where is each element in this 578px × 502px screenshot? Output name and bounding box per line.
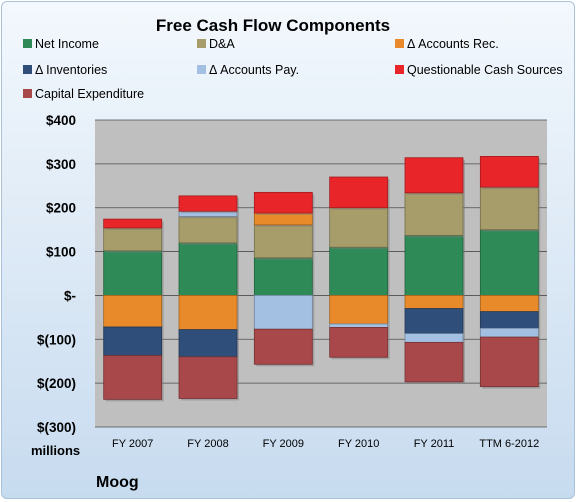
y-tick-label: $-: [64, 288, 76, 303]
bar-segment-delta-accounts-rec: [178, 295, 238, 331]
bar-segment-d-a: [329, 207, 389, 248]
x-category-label: FY 2008: [187, 438, 228, 450]
y-tick-label: $100: [46, 245, 76, 260]
bar-segment-net-income: [479, 229, 539, 296]
x-category-label: FY 2011: [414, 438, 455, 450]
legend-item-capital-expenditure: Capital Expenditure: [23, 87, 144, 101]
bar-segment-delta-inventories: [103, 326, 163, 356]
bar-segment-capital-expenditure: [253, 328, 313, 365]
bar-segment-d-a: [178, 216, 238, 244]
legend: Net Income D&A Δ Accounts Rec. Δ Inventorie…: [23, 37, 563, 101]
y-tick-label: $(200): [37, 376, 76, 391]
x-category-label: FY 2007: [112, 438, 153, 450]
x-axis-categories: FY 2007 FY 2008 FY 2009 FY 2010 FY 2011 TTM 6…: [112, 438, 539, 450]
bar-segment-delta-inventories: [178, 329, 238, 358]
bar-segment-d-a: [253, 224, 313, 259]
bar-segment-capital-expenditure: [404, 341, 464, 383]
legend-item-net-income: Net Income: [23, 37, 99, 51]
bar-segment-questionable-cash-sources: [404, 157, 464, 194]
legend-label: Net Income: [35, 37, 99, 51]
bar-segment-delta-accounts-pay: [479, 327, 539, 338]
plot-area: [95, 120, 547, 427]
bar-segment-capital-expenditure: [178, 356, 238, 399]
legend-swatch: [395, 39, 404, 48]
legend-swatch: [197, 39, 206, 48]
bar-segment-net-income: [178, 242, 238, 296]
company-name: Moog: [96, 474, 139, 491]
bar-segment-d-a: [103, 227, 163, 252]
bar-segment-net-income: [404, 234, 464, 296]
bar-segment-delta-inventories: [479, 311, 539, 329]
bar-segment-delta-accounts-pay: [404, 333, 464, 343]
legend-item-questionable-cash-sources: Questionable Cash Sources: [395, 63, 563, 77]
bar-segment-delta-accounts-rec: [479, 295, 539, 313]
x-category-label: TTM 6-2012: [479, 438, 539, 450]
bar-segment-delta-accounts-rec: [404, 295, 464, 309]
legend-label: Δ Accounts Pay.: [209, 63, 299, 77]
legend-label: D&A: [209, 37, 235, 51]
legend-item-d-a: D&A: [197, 37, 235, 51]
bar-stack-ttm-6-2012: [479, 156, 541, 389]
x-category-label: FY 2010: [338, 438, 379, 450]
bar-segment-delta-accounts-rec: [103, 295, 163, 328]
bar-segment-d-a: [404, 192, 464, 236]
unit-label: millions: [31, 443, 80, 458]
bar-segment-capital-expenditure: [103, 355, 163, 400]
y-tick-label: $300: [46, 157, 76, 172]
bar-segment-net-income: [253, 257, 313, 296]
bar-segment-delta-inventories: [404, 308, 464, 334]
chart-title: Free Cash Flow Components: [156, 16, 390, 35]
y-tick-label: $(300): [37, 420, 76, 435]
bar-segment-delta-accounts-pay: [329, 323, 389, 328]
legend-swatch: [23, 89, 32, 98]
legend-label: Δ Inventories: [35, 63, 107, 77]
gridlines: [95, 119, 547, 428]
bar-segment-d-a: [479, 186, 539, 231]
legend-swatch: [23, 65, 32, 74]
bar-stacks: [103, 156, 541, 402]
bar-segment-questionable-cash-sources: [103, 218, 163, 229]
bar-segment-delta-accounts-pay: [253, 295, 313, 330]
bar-stack-fy-2011: [404, 157, 465, 384]
bar-segment-net-income: [103, 250, 163, 296]
bar-segment-questionable-cash-sources: [329, 176, 389, 209]
bar-stack-fy-2007: [103, 218, 164, 402]
y-axis-ticks: $400 $300 $200 $100 $- $(100) $(200) $(300): [37, 113, 76, 435]
legend-label: Δ Accounts Rec.: [407, 37, 499, 51]
bar-segment-net-income: [329, 246, 389, 296]
legend-item-delta-inventories: Δ Inventories: [23, 63, 107, 77]
bar-segment-delta-accounts-rec: [329, 295, 389, 325]
legend-swatch: [197, 65, 206, 74]
legend-swatch: [23, 39, 32, 48]
legend-swatch: [395, 65, 404, 74]
bar-segment-questionable-cash-sources: [253, 191, 313, 214]
y-tick-label: $200: [46, 201, 76, 216]
y-tick-label: $400: [46, 113, 76, 128]
bar-segment-questionable-cash-sources: [178, 195, 238, 212]
legend-item-delta-accounts-rec: Δ Accounts Rec.: [395, 37, 499, 51]
bar-segment-capital-expenditure: [479, 336, 539, 388]
bar-stack-fy-2009: [253, 191, 315, 367]
bar-stack-fy-2010: [329, 176, 390, 360]
bar-segment-capital-expenditure: [329, 327, 389, 358]
legend-label: Questionable Cash Sources: [407, 63, 563, 77]
legend-label: Capital Expenditure: [35, 87, 144, 101]
x-category-label: FY 2009: [263, 438, 304, 450]
bar-stack-fy-2008: [178, 195, 239, 401]
bar-segment-questionable-cash-sources: [479, 156, 539, 188]
legend-item-delta-accounts-pay: Δ Accounts Pay.: [197, 63, 299, 77]
y-tick-label: $(100): [37, 332, 76, 347]
